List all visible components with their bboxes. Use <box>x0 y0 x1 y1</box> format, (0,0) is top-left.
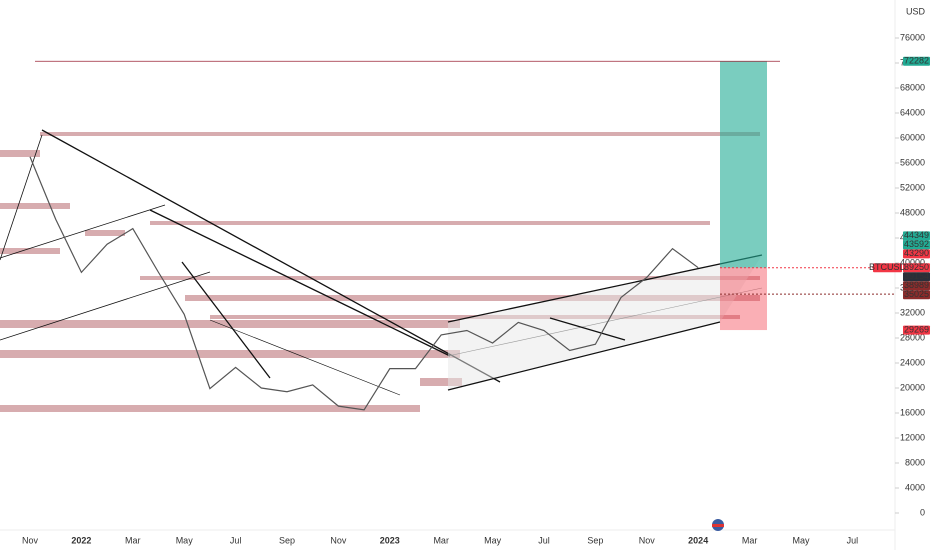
x-tick-label: May <box>176 535 194 545</box>
price-label: 39154 <box>904 271 929 281</box>
price-label-box <box>903 249 930 259</box>
event-icon <box>712 519 724 531</box>
trendline <box>0 134 43 261</box>
y-tick-label: 0 <box>920 507 925 517</box>
y-tick-label: 60000 <box>900 132 925 142</box>
channel-mid <box>447 287 763 357</box>
price-line <box>29 156 699 411</box>
price-label-box <box>903 231 930 241</box>
x-tick-label: Mar <box>742 535 758 545</box>
x-tick-label: Jul <box>230 535 242 545</box>
x-tick-label: Jul <box>847 535 859 545</box>
trendline <box>181 261 271 379</box>
profit-zone <box>720 61 767 268</box>
x-tick-label: May <box>792 535 810 545</box>
trendline <box>0 271 211 341</box>
price-label-box <box>903 272 930 282</box>
trendline <box>41 129 501 383</box>
trendline <box>149 209 451 357</box>
price-label: 35025 <box>904 289 929 299</box>
trendline <box>0 204 166 259</box>
x-tick-label: Jul <box>538 535 550 545</box>
x-tick-label: Mar <box>125 535 141 545</box>
trendlines <box>0 129 763 396</box>
price-label: 43290 <box>904 248 929 258</box>
x-tick-label: 2024 <box>688 535 708 545</box>
price-label: 44349 <box>904 230 929 240</box>
x-tick-label: May <box>484 535 502 545</box>
y-tick-label: 56000 <box>900 157 925 167</box>
y-tick-label: 20000 <box>900 382 925 392</box>
price-label: 43592 <box>904 239 929 249</box>
zone <box>185 295 760 301</box>
zone <box>140 276 760 280</box>
zone <box>0 203 70 209</box>
zone <box>0 150 40 157</box>
x-tick-label: Nov <box>330 535 347 545</box>
y-tick-label: 40000 <box>900 257 925 267</box>
trendline <box>549 317 626 341</box>
x-tick-label: Sep <box>587 535 603 545</box>
zone <box>420 378 462 386</box>
price-label: 39250 <box>904 262 929 272</box>
y-tick-label: 68000 <box>900 82 925 92</box>
trendline <box>209 319 401 396</box>
currency: USD <box>906 6 926 16</box>
y-tick-label: 4000 <box>905 482 925 492</box>
x-tick-label: 2022 <box>71 535 91 545</box>
y-tick-label: 48000 <box>900 207 925 217</box>
zone <box>40 132 760 136</box>
loss-zone <box>720 267 767 331</box>
price-label-box <box>903 56 930 66</box>
zone <box>0 320 460 328</box>
y-tick-label: 28000 <box>900 332 925 342</box>
zone <box>85 230 125 236</box>
price-label-box <box>903 325 930 335</box>
channel <box>448 255 762 390</box>
price-label: 38989 <box>904 280 929 290</box>
y-tick-label: 64000 <box>900 107 925 117</box>
price-label: 72282 <box>904 56 929 66</box>
price-label-box <box>903 281 930 291</box>
price-label-box <box>903 290 930 300</box>
y-tick-label: 16000 <box>900 407 925 417</box>
y-tick-label: 32000 <box>900 307 925 317</box>
drawings <box>0 132 760 412</box>
y-tick-label: 12000 <box>900 432 925 442</box>
channel-bottom <box>447 321 721 391</box>
x-tick-label: 2023 <box>380 535 400 545</box>
y-tick-label: 24000 <box>900 357 925 367</box>
symbol-label-box <box>873 263 902 273</box>
x-tick-label: Nov <box>22 535 39 545</box>
symbol-label: BTCUSD <box>869 262 907 272</box>
y-tick-label: 8000 <box>905 457 925 467</box>
zone <box>0 248 60 254</box>
zone <box>0 405 420 412</box>
price-label-box <box>903 263 930 273</box>
x-tick-label: Nov <box>639 535 656 545</box>
channel-top <box>447 254 763 323</box>
price-label-box <box>903 240 930 250</box>
price-label: 29269 <box>904 324 929 334</box>
y-tick-label: 76000 <box>900 32 925 42</box>
zone <box>150 221 710 225</box>
y-tick-label: 52000 <box>900 182 925 192</box>
zone <box>0 350 460 358</box>
x-tick-label: Sep <box>279 535 295 545</box>
x-tick-label: Mar <box>433 535 449 545</box>
